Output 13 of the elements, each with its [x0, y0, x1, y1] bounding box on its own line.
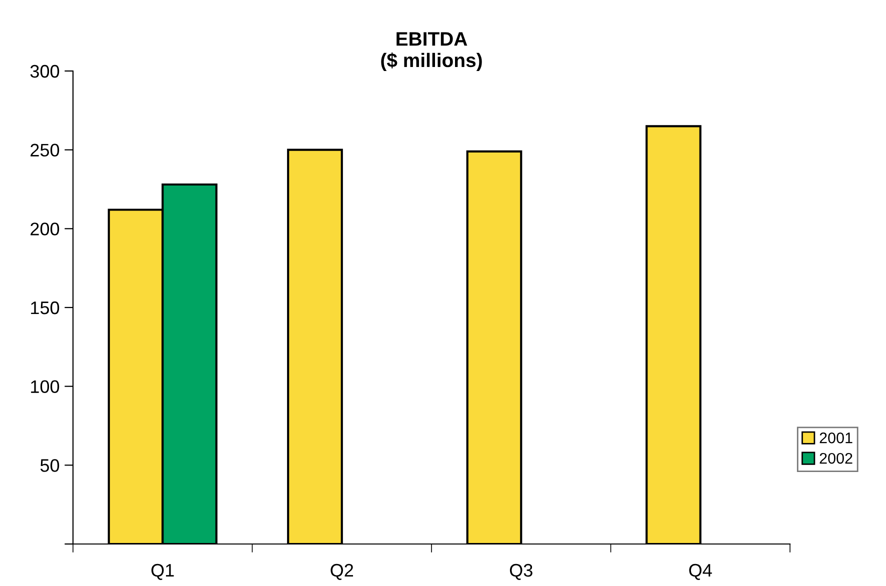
y-tick-label: 100 — [31, 380, 60, 394]
y-tick-label: 50 — [40, 459, 60, 472]
x-tick-label: Q2 — [330, 564, 354, 580]
chart-title: EBITDA ($ millions) — [381, 32, 482, 71]
legend-label: 2002 — [820, 452, 852, 464]
legend-label: 2001 — [820, 432, 852, 444]
x-tick-label: Q4 — [689, 564, 712, 580]
x-tick-label: Q1 — [151, 564, 174, 580]
y-tick-label: 200 — [30, 222, 60, 236]
y-tick-label: 300 — [30, 64, 60, 78]
y-tick-label: 250 — [30, 144, 60, 157]
y-tick-label: 150 — [31, 301, 60, 314]
x-tick-label: Q3 — [510, 564, 532, 580]
